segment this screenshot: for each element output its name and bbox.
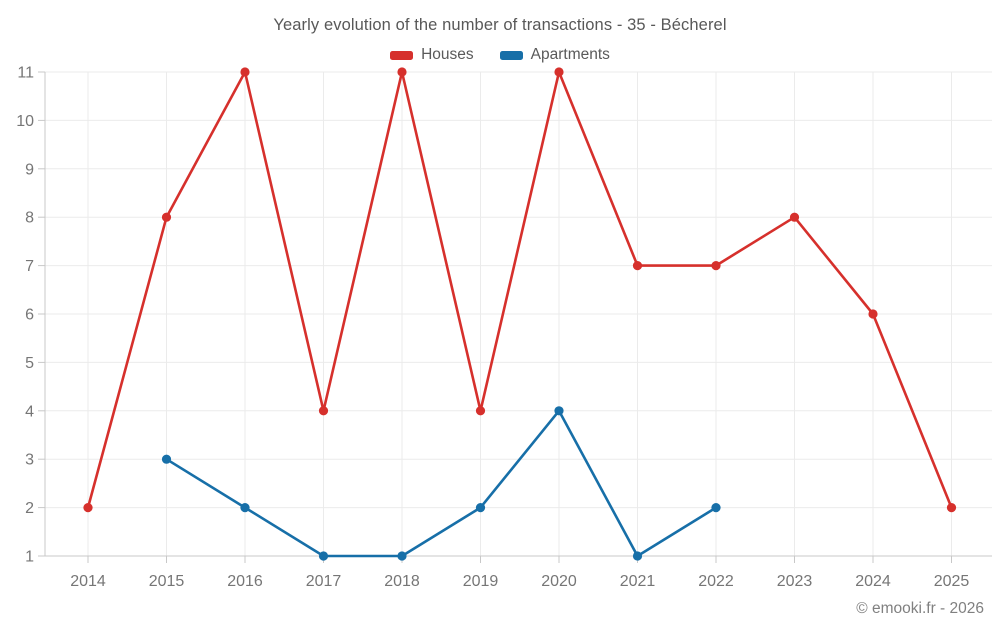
x-axis-label: 2023	[777, 573, 813, 590]
y-axis-label: 7	[25, 258, 34, 275]
data-point-apartments-2022[interactable]	[711, 503, 721, 513]
y-axis-label: 10	[16, 113, 34, 130]
y-axis-label: 2	[25, 500, 34, 517]
x-axis-label: 2020	[541, 573, 577, 590]
legend: Houses Apartments	[0, 46, 1000, 64]
y-axis-label: 9	[25, 161, 34, 178]
legend-label-houses: Houses	[421, 46, 474, 63]
data-point-apartments-2015[interactable]	[161, 454, 172, 464]
data-point-apartments-2019[interactable]	[475, 503, 486, 513]
data-point-houses-2018[interactable]	[397, 67, 407, 77]
y-axis-label: 5	[25, 355, 34, 372]
x-axis-label: 2021	[620, 573, 656, 590]
x-axis-label: 2015	[149, 573, 185, 590]
data-point-houses-2021[interactable]	[632, 261, 643, 271]
data-point-apartments-2017[interactable]	[318, 551, 329, 561]
x-axis-label: 2018	[384, 573, 420, 590]
series-line-houses	[86, 70, 953, 509]
series-line-apartments	[165, 409, 718, 558]
legend-item-apartments[interactable]: Apartments	[499, 46, 610, 64]
data-point-houses-2017[interactable]	[318, 406, 329, 416]
data-point-apartments-2021[interactable]	[632, 551, 643, 561]
chart-title: Yearly evolution of the number of transa…	[273, 16, 727, 34]
data-point-houses-2019[interactable]	[475, 406, 486, 416]
data-point-apartments-2018[interactable]	[397, 551, 407, 561]
x-axis-label: 2016	[227, 573, 263, 590]
legend-label-apartments: Apartments	[530, 46, 610, 63]
x-axis-label: 2017	[306, 573, 342, 590]
data-point-apartments-2016[interactable]	[240, 503, 250, 513]
copyright-text: © emooki.fr - 2026	[856, 600, 984, 617]
data-point-houses-2014[interactable]	[83, 503, 93, 513]
data-point-houses-2024[interactable]	[868, 309, 878, 319]
x-axis-label: 2014	[70, 573, 106, 590]
data-point-houses-2025[interactable]	[946, 503, 957, 513]
legend-item-houses[interactable]: Houses	[390, 46, 474, 64]
y-axis-label: 4	[25, 403, 34, 420]
y-axis-label: 1	[25, 549, 34, 566]
legend-swatch-apartments	[499, 50, 523, 60]
x-axis-label: 2024	[855, 573, 891, 590]
x-axis-label: 2019	[463, 573, 499, 590]
y-axis-label: 3	[25, 452, 34, 469]
data-point-houses-2015[interactable]	[161, 212, 172, 222]
y-axis-label: 11	[17, 65, 34, 82]
legend-swatch-houses	[390, 50, 414, 60]
y-axis-label: 8	[25, 210, 34, 227]
data-point-houses-2020[interactable]	[554, 67, 564, 77]
y-axis-label: 6	[25, 307, 34, 324]
x-axis-label: 2025	[934, 573, 970, 590]
data-point-houses-2023[interactable]	[789, 212, 800, 222]
data-point-houses-2022[interactable]	[711, 261, 721, 271]
data-point-houses-2016[interactable]	[240, 67, 250, 77]
data-point-apartments-2020[interactable]	[554, 406, 564, 416]
x-axis-label: 2022	[698, 573, 734, 590]
